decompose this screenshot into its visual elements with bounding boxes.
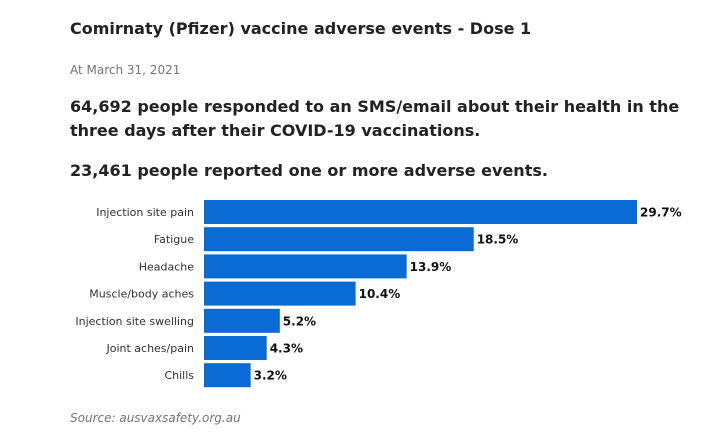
value-label: 3.2%: [254, 369, 287, 383]
bar: [204, 281, 356, 306]
value-label: 18.5%: [477, 233, 519, 247]
value-label: 13.9%: [410, 260, 452, 274]
category-label: Injection site swelling: [75, 315, 194, 328]
bar: [204, 254, 407, 279]
category-label: Muscle/body aches: [89, 288, 194, 301]
chart-date: At March 31, 2021: [70, 63, 181, 77]
category-label: Chills: [164, 369, 194, 382]
category-label: Injection site pain: [96, 206, 194, 219]
headline-responses: 64,692 people responded to an SMS/email …: [70, 97, 680, 140]
bar-chart: Injection site pain 29.7% Fatigue 18.5% Head…: [75, 200, 682, 388]
chart-title: Comirnaty (Pfizer) vaccine adverse event…: [70, 19, 532, 38]
source-note: Source: ausvaxsafety.org.au: [70, 411, 241, 425]
value-label: 10.4%: [359, 287, 401, 301]
bar: [204, 336, 267, 360]
headline-adverse-events: 23,461 people reported one or more adver…: [70, 161, 548, 180]
bar: [204, 308, 280, 333]
bar: [204, 227, 474, 252]
value-label: 4.3%: [270, 342, 303, 356]
bar: [204, 200, 637, 224]
bar: [204, 363, 251, 388]
category-label: Headache: [139, 260, 195, 273]
category-label: Fatigue: [154, 233, 194, 246]
value-label: 29.7%: [640, 206, 682, 220]
value-label: 5.2%: [283, 314, 316, 328]
category-label: Joint aches/pain: [105, 342, 194, 355]
